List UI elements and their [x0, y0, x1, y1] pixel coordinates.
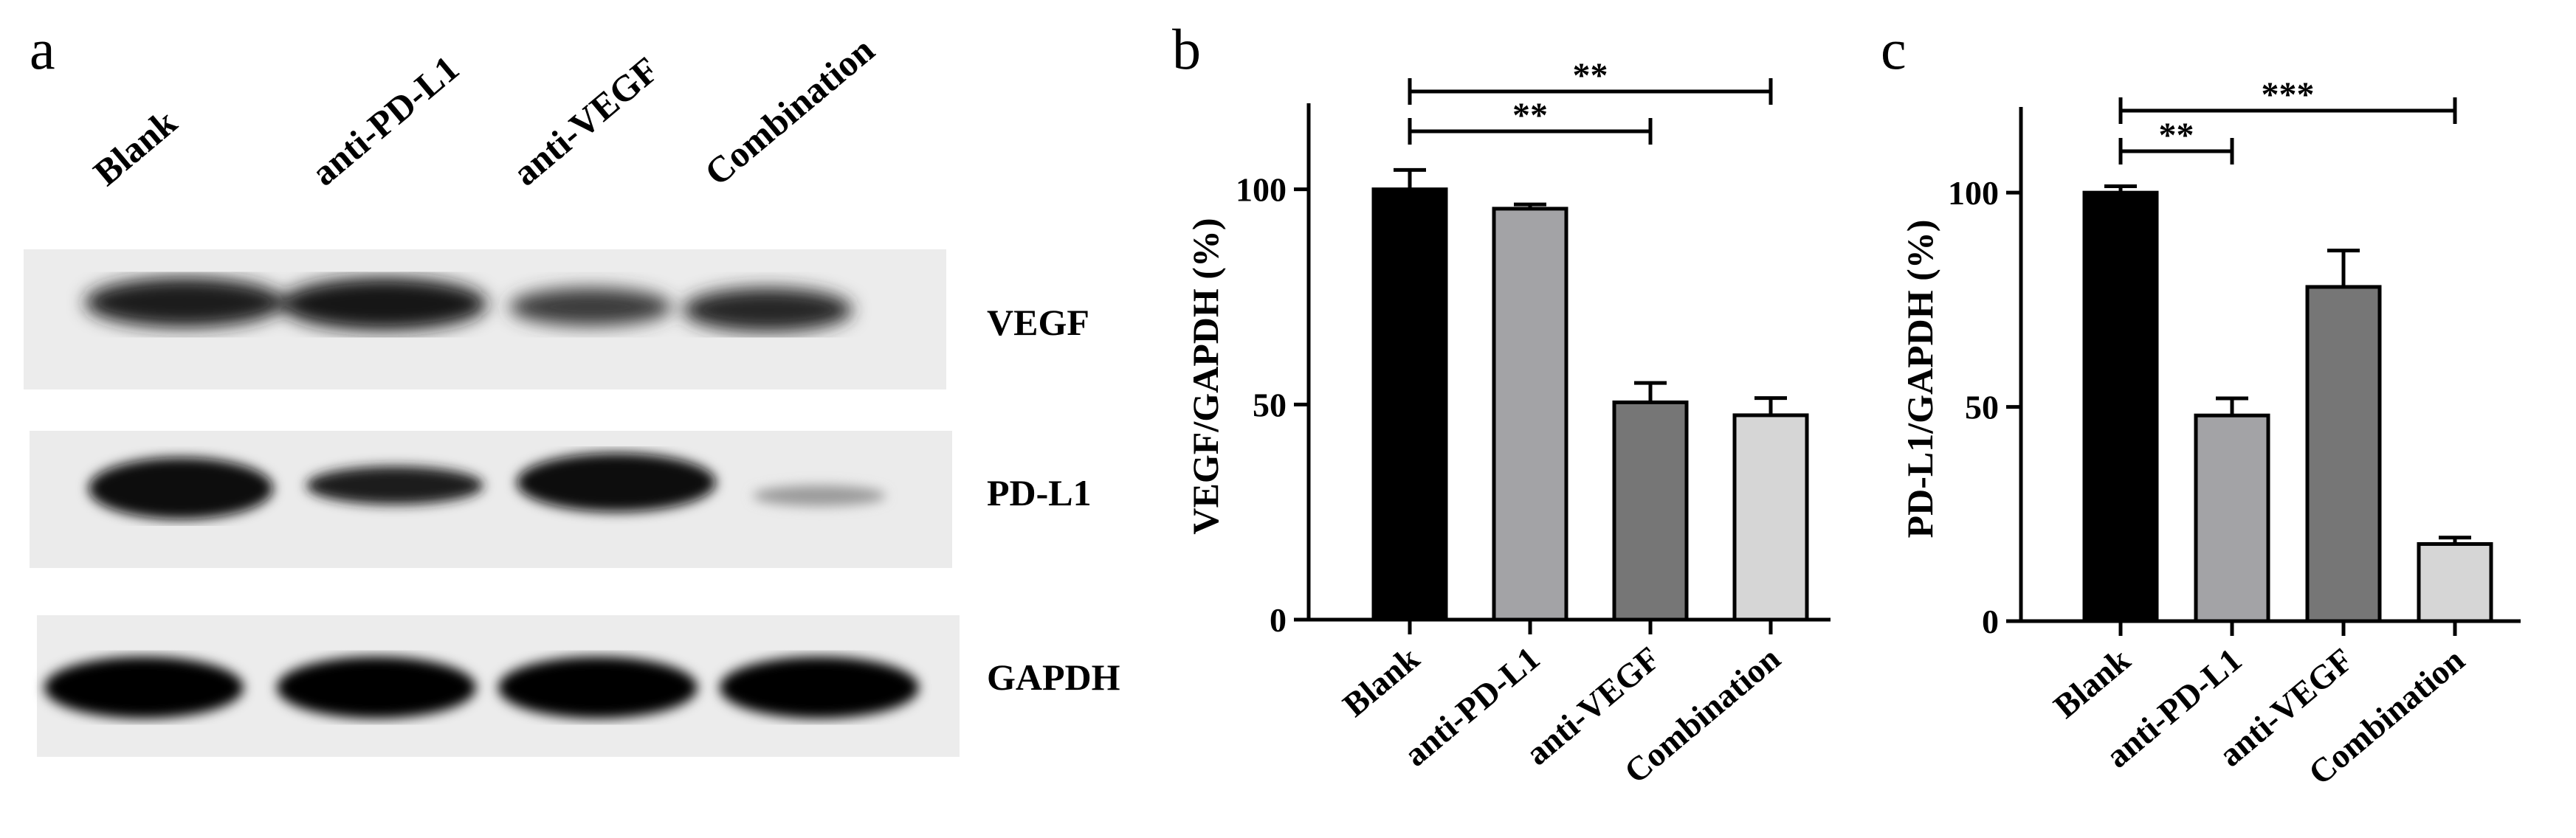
- chart-b-xtick-label-anti-pd-l1: anti-PD-L1: [1397, 640, 1546, 774]
- chart-b-sig-blank-vs-combination-label: **: [1573, 56, 1608, 95]
- chart-c-xtick-label-blank: Blank: [2047, 640, 2138, 725]
- chart-c-sig-blank-vs-combination-label: ***: [2262, 75, 2315, 114]
- chart-c-bar-blank: [2082, 190, 2159, 623]
- chart-c-ytick-label-0: 0: [1982, 603, 1999, 640]
- band-label-pd-l1: PD-L1: [987, 472, 1092, 513]
- pd-l1-bands: [89, 453, 886, 519]
- blot-image: [24, 249, 960, 757]
- western-blot-panel: a Blank anti-PD-L1 anti-VEGF Combination: [0, 0, 1166, 838]
- chart-c-sig-blank-vs-anti-pd-l1-label: **: [2159, 116, 2194, 155]
- chart-c-ytick-label-50: 50: [1965, 389, 1999, 426]
- gapdh-bands: [44, 657, 919, 718]
- chart-b-ylabel: VEGF/GAPDH (%): [1185, 218, 1226, 534]
- chart-c-bar-anti-pd-l1: [2194, 413, 2270, 623]
- chart-c-ylabel: PD-L1/GAPDH (%): [1899, 220, 1940, 539]
- vegf-bands: [85, 277, 853, 332]
- chart-c-ytick-label-100: 100: [1948, 174, 1999, 212]
- chart-b-bar-anti-vegf: [1612, 400, 1689, 622]
- panel-letter-c: c: [1881, 17, 1907, 81]
- chart-c-bar-anti-vegf: [2305, 285, 2382, 623]
- chart-b-ytick-label-0: 0: [1270, 601, 1287, 639]
- panel-letter-a: a: [30, 17, 55, 81]
- chart-b-bar-anti-pd-l1: [1492, 207, 1568, 622]
- chart-b-xtick-label-blank: Blank: [1336, 639, 1427, 724]
- panel-letter-b: b: [1172, 17, 1201, 81]
- chart-b-ytick-label-100: 100: [1236, 171, 1287, 209]
- band-label-gapdh: GAPDH: [987, 657, 1120, 698]
- chart-b-ytick-label-50: 50: [1253, 386, 1287, 423]
- chart-c-bar-combination: [2417, 541, 2493, 623]
- chart-b-sig-blank-vs-anti-vegf-label: **: [1512, 96, 1548, 135]
- chart-b-bar-combination: [1732, 413, 1809, 622]
- chart-b-bar-blank: [1371, 187, 1448, 622]
- band-label-vegf: VEGF: [987, 302, 1089, 343]
